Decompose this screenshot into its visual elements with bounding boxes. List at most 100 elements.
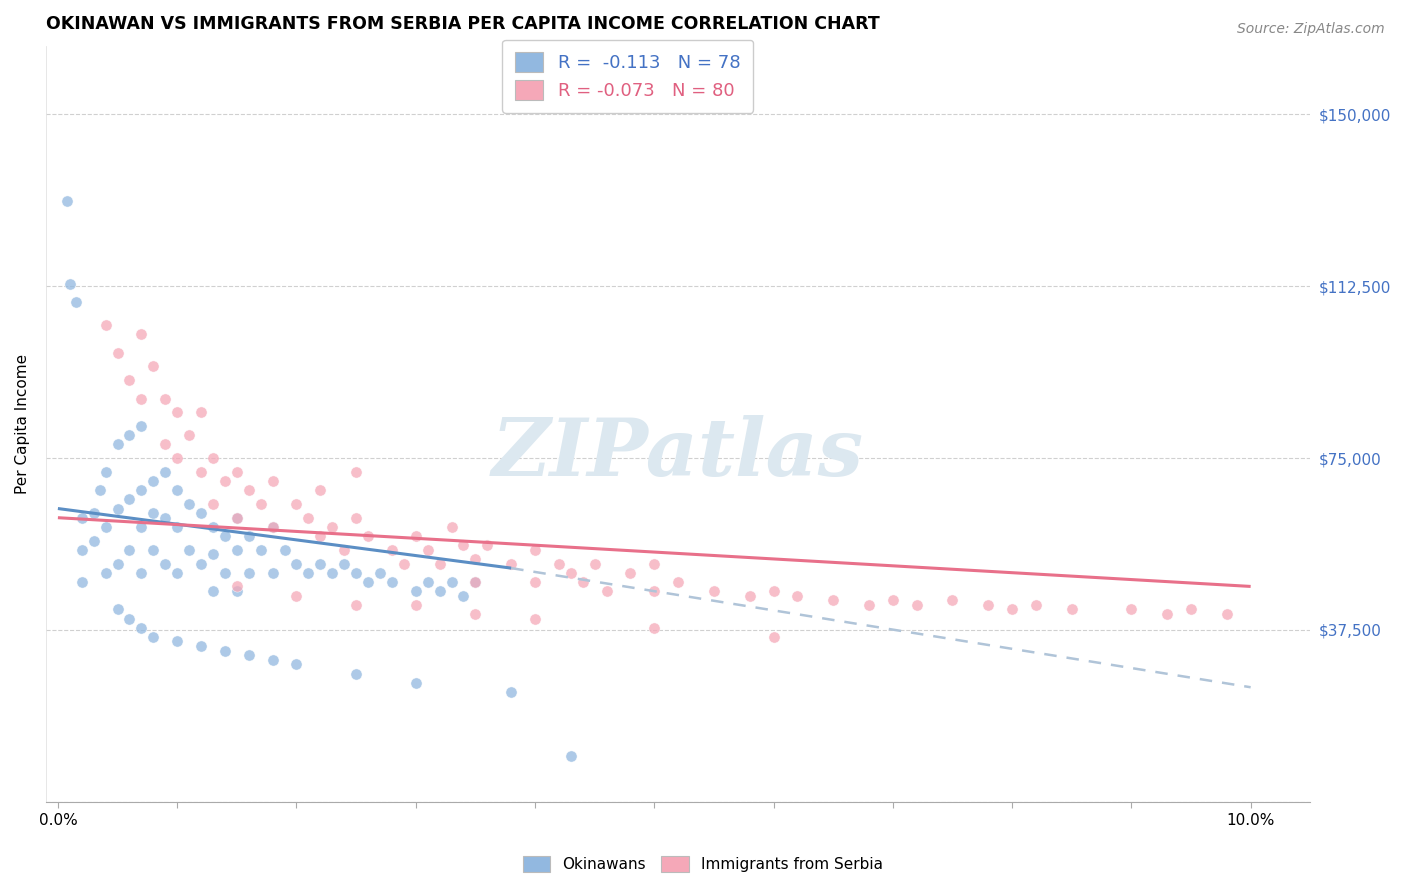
Point [118, 611, 141, 625]
Point [262, 520, 284, 534]
Point [201, 451, 224, 466]
Point [118, 373, 141, 387]
Point [166, 520, 188, 534]
Point [344, 666, 367, 681]
Point [333, 542, 356, 557]
Point [524, 611, 547, 625]
Point [381, 574, 404, 589]
Point [738, 589, 761, 603]
Point [177, 497, 200, 511]
Point [131, 419, 153, 434]
Point [547, 557, 569, 571]
Point [643, 621, 665, 635]
Point [1180, 602, 1202, 616]
Point [238, 483, 260, 498]
Point [131, 621, 153, 635]
Point [177, 542, 200, 557]
Point [214, 643, 236, 657]
Point [190, 639, 212, 653]
Point [440, 520, 463, 534]
Point [405, 598, 427, 612]
Point [429, 557, 451, 571]
Point [1156, 607, 1178, 621]
Point [262, 653, 284, 667]
Point [262, 520, 284, 534]
Point [155, 392, 177, 406]
Point [823, 593, 845, 607]
Point [155, 437, 177, 451]
Point [1060, 602, 1083, 616]
Point [416, 542, 439, 557]
Point [238, 648, 260, 663]
Point [285, 497, 308, 511]
Point [225, 465, 247, 479]
Point [429, 584, 451, 599]
Point [477, 538, 499, 552]
Point [309, 483, 332, 498]
Point [501, 685, 523, 699]
Point [118, 492, 141, 507]
Point [453, 589, 475, 603]
Point [131, 566, 153, 580]
Point [166, 566, 188, 580]
Point [118, 428, 141, 442]
Point [142, 506, 165, 520]
Point [107, 501, 129, 516]
Point [190, 506, 212, 520]
Point [464, 607, 486, 621]
Point [941, 593, 963, 607]
Point [201, 584, 224, 599]
Point [1001, 602, 1024, 616]
Point [440, 574, 463, 589]
Point [977, 598, 1000, 612]
Point [619, 566, 641, 580]
Point [225, 510, 247, 524]
Point [107, 437, 129, 451]
Point [560, 566, 582, 580]
Point [285, 557, 308, 571]
Point [83, 506, 105, 520]
Point [249, 497, 271, 511]
Point [166, 634, 188, 648]
Point [1216, 607, 1239, 621]
Point [225, 584, 247, 599]
Point [501, 557, 523, 571]
Point [333, 557, 356, 571]
Point [786, 589, 808, 603]
Point [214, 566, 236, 580]
Point [190, 405, 212, 419]
Point [155, 465, 177, 479]
Point [89, 483, 111, 498]
Point [464, 574, 486, 589]
Point [131, 483, 153, 498]
Y-axis label: Per Capita Income: Per Capita Income [15, 354, 30, 494]
Point [285, 589, 308, 603]
Text: ZIPatlas: ZIPatlas [492, 416, 865, 492]
Legend: R =  -0.113   N = 78, R = -0.073   N = 80: R = -0.113 N = 78, R = -0.073 N = 80 [502, 39, 754, 112]
Point [238, 529, 260, 543]
Point [524, 542, 547, 557]
Point [464, 574, 486, 589]
Text: Source: ZipAtlas.com: Source: ZipAtlas.com [1237, 22, 1385, 37]
Point [357, 574, 380, 589]
Point [166, 451, 188, 466]
Point [142, 542, 165, 557]
Point [65, 295, 87, 310]
Point [118, 542, 141, 557]
Point [190, 557, 212, 571]
Point [56, 194, 79, 209]
Point [392, 557, 415, 571]
Point [344, 465, 367, 479]
Point [262, 474, 284, 488]
Point [131, 520, 153, 534]
Point [214, 529, 236, 543]
Point [464, 552, 486, 566]
Point [83, 533, 105, 548]
Point [238, 566, 260, 580]
Point [405, 675, 427, 690]
Point [70, 510, 93, 524]
Point [166, 483, 188, 498]
Point [583, 557, 606, 571]
Point [59, 277, 82, 291]
Point [858, 598, 880, 612]
